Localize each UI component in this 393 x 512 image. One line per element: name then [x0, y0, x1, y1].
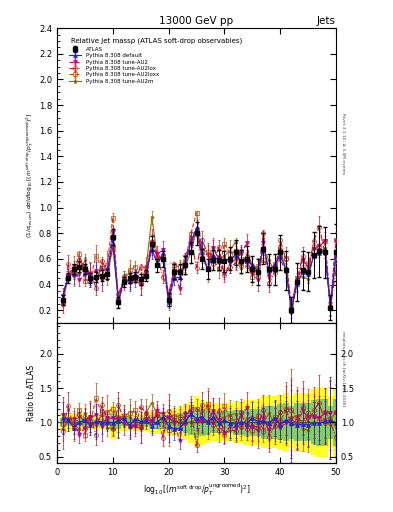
Text: 13000 GeV pp: 13000 GeV pp [160, 15, 233, 26]
Y-axis label: Ratio to ATLAS: Ratio to ATLAS [27, 365, 36, 421]
Legend: ATLAS, Pythia 8.308 default, Pythia 8.308 tune-AU2, Pythia 8.308 tune-AU2lox, Py: ATLAS, Pythia 8.308 default, Pythia 8.30… [68, 46, 160, 85]
Text: Relative jet massρ (ATLAS soft-drop observables): Relative jet massρ (ATLAS soft-drop obse… [71, 37, 242, 44]
Y-axis label: $(1/\sigma_{\rm resum})\ d\sigma/d\log_{10}[(m^{\rm soft\ drop}/p_T^{\rm ungroom: $(1/\sigma_{\rm resum})\ d\sigma/d\log_{… [25, 113, 36, 238]
Text: mcplots.cern.ch [arXiv:1306.3436]: mcplots.cern.ch [arXiv:1306.3436] [341, 331, 345, 406]
Text: ATLAS_2019_I1772062: ATLAS_2019_I1772062 [160, 260, 222, 266]
Text: Rivet 3.1.10; ≥ 3.4M events: Rivet 3.1.10; ≥ 3.4M events [341, 113, 345, 174]
Text: Jets: Jets [317, 15, 336, 26]
X-axis label: $\log_{10}[(m^{\rm soft\ drop}/p_T^{\rm ungroomed})^2]$: $\log_{10}[(m^{\rm soft\ drop}/p_T^{\rm … [143, 481, 250, 498]
